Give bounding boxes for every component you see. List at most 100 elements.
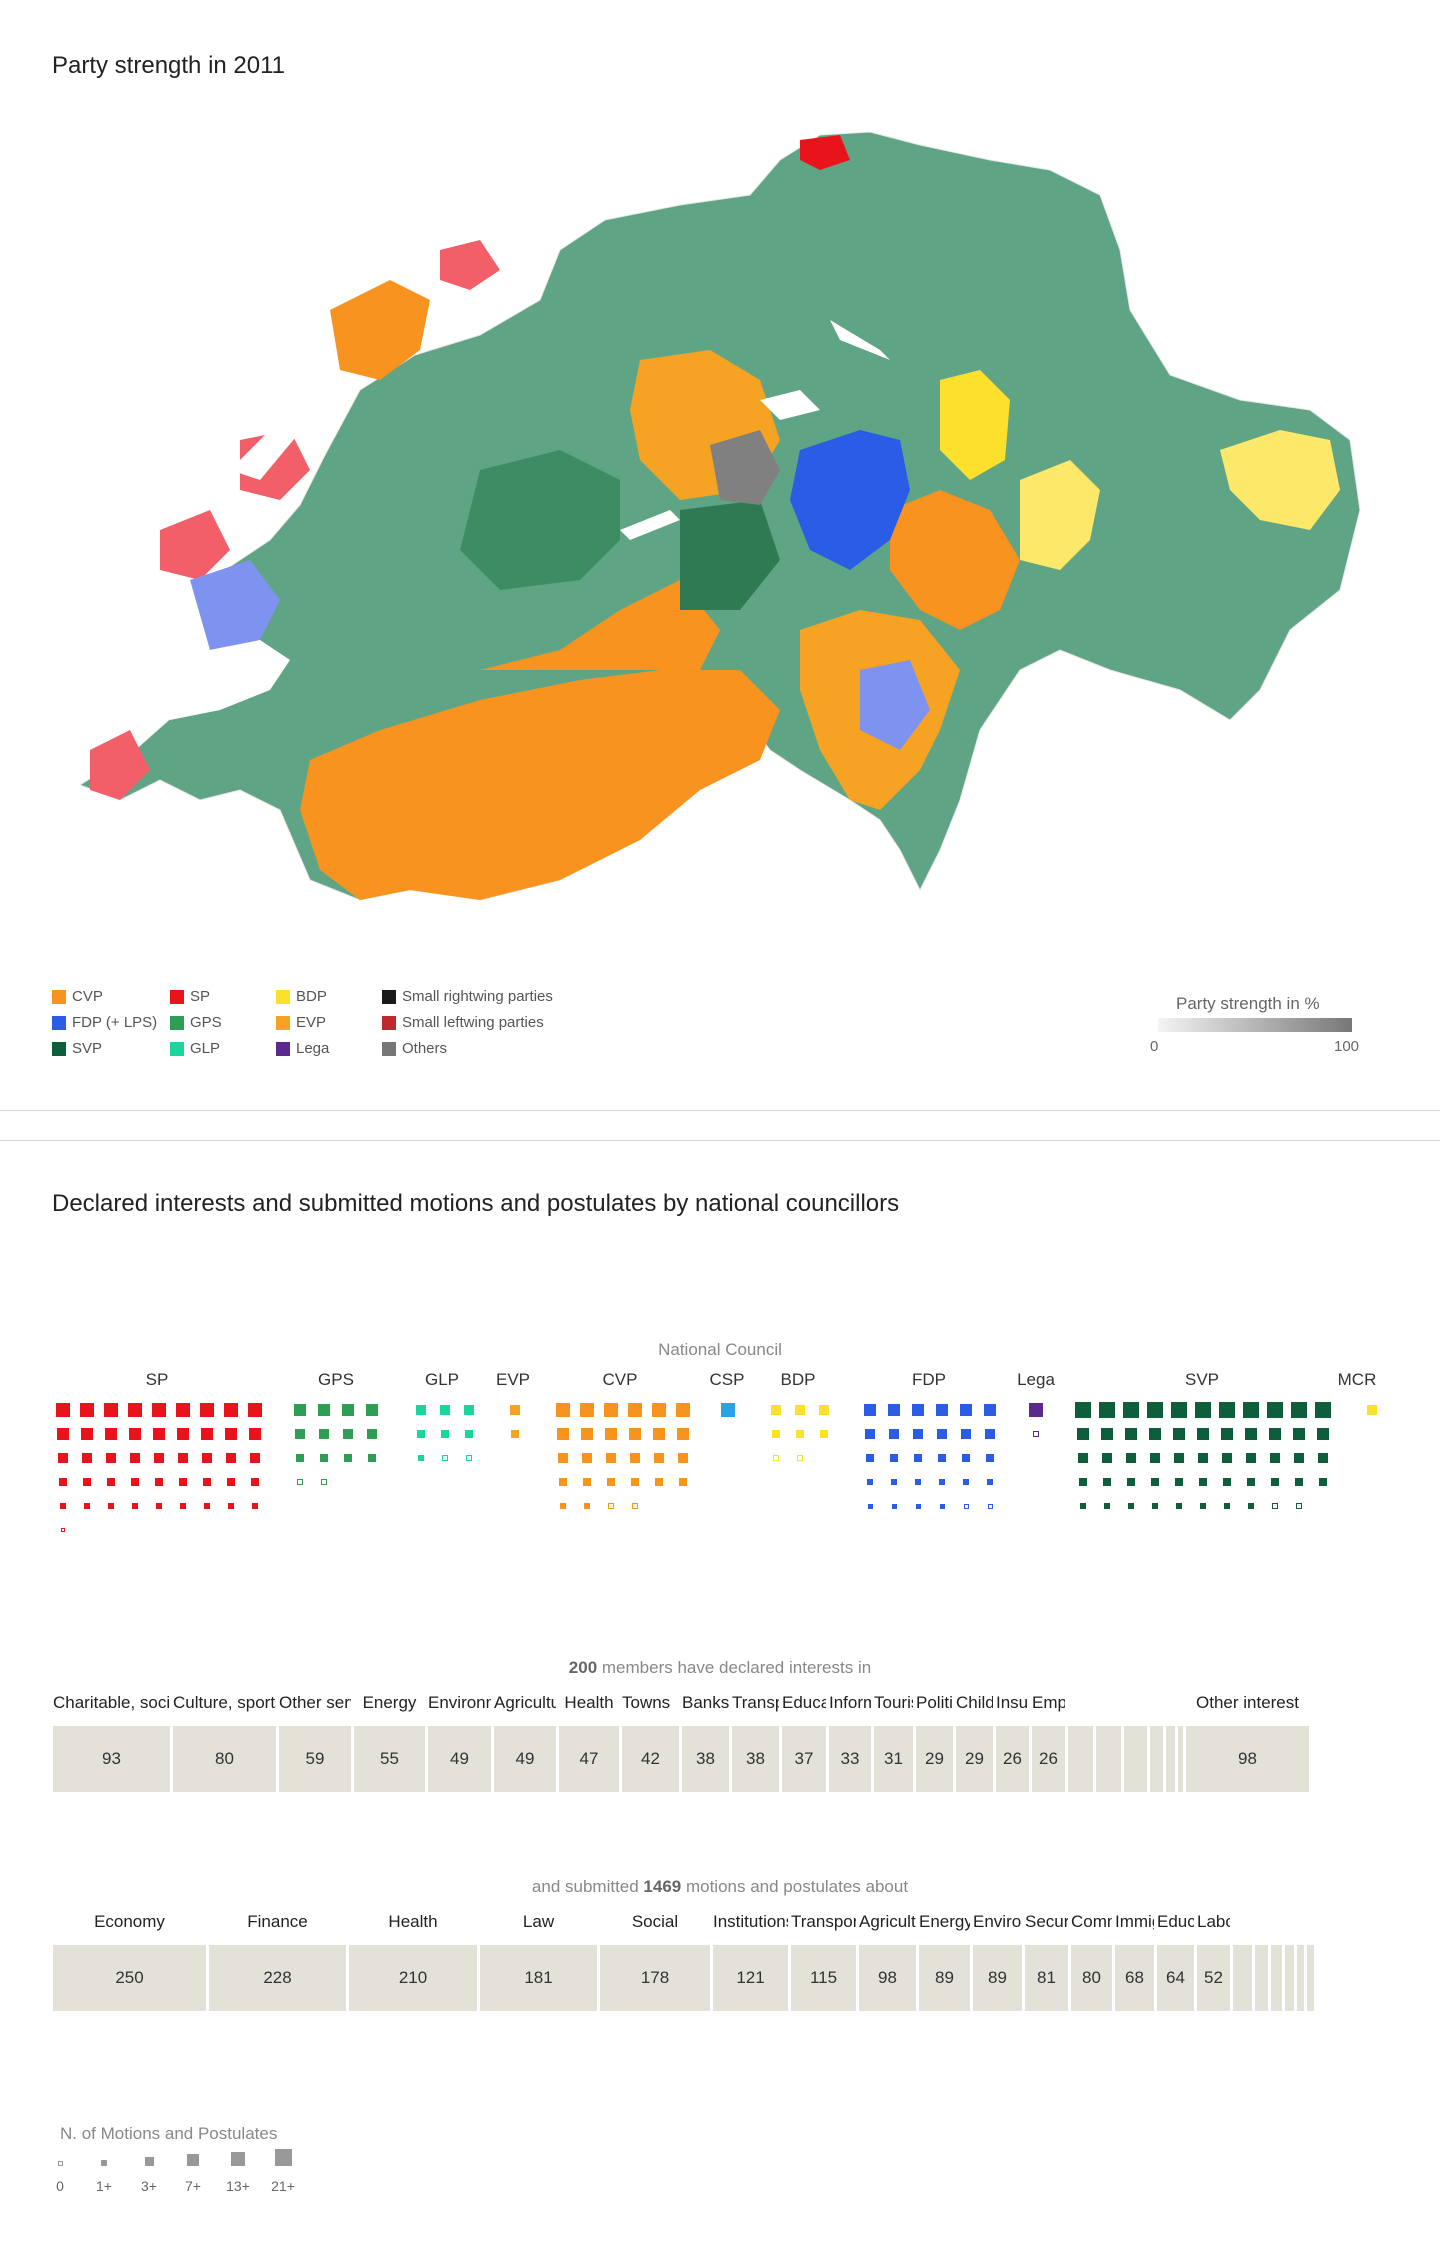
seat-fdp[interactable] [889, 1429, 899, 1439]
seat-sp[interactable] [156, 1503, 162, 1509]
seat-fdp[interactable] [963, 1479, 969, 1485]
bar-cell[interactable]: 26 [1032, 1726, 1065, 1792]
bar-cell[interactable]: 37 [782, 1726, 826, 1792]
seat-fdp[interactable] [891, 1503, 897, 1509]
seat-sp[interactable] [250, 1453, 260, 1463]
seat-sp[interactable] [59, 1478, 67, 1486]
seat-fdp[interactable] [984, 1404, 996, 1416]
bar-cell[interactable]: 52 [1197, 1945, 1230, 2011]
seat-svp[interactable] [1101, 1428, 1113, 1440]
seat-sp[interactable] [130, 1453, 140, 1463]
bar-cell[interactable]: 64 [1157, 1945, 1194, 2011]
seat-sp[interactable] [84, 1503, 90, 1509]
seat-gps[interactable] [321, 1479, 327, 1485]
seat-gps[interactable] [320, 1454, 328, 1462]
seat-cvp[interactable] [653, 1428, 665, 1440]
seat-sp[interactable] [180, 1503, 186, 1509]
bar-cell[interactable] [1150, 1726, 1163, 1792]
seat-cvp[interactable] [606, 1453, 616, 1463]
bar-cell[interactable]: 33 [829, 1726, 871, 1792]
seat-svp[interactable] [1223, 1478, 1231, 1486]
seat-svp[interactable] [1267, 1402, 1283, 1418]
seat-sp[interactable] [155, 1478, 163, 1486]
seat-fdp[interactable] [864, 1404, 876, 1416]
seat-sp[interactable] [106, 1453, 116, 1463]
seat-svp[interactable] [1295, 1478, 1303, 1486]
seat-svp[interactable] [1243, 1402, 1259, 1418]
seat-svp[interactable] [1315, 1402, 1331, 1418]
seat-sp[interactable] [61, 1528, 65, 1532]
seat-sp[interactable] [58, 1453, 68, 1463]
seat-svp[interactable] [1224, 1503, 1230, 1509]
seat-cvp[interactable] [559, 1478, 567, 1486]
bar-cell[interactable] [1307, 1945, 1314, 2011]
seat-svp[interactable] [1171, 1402, 1187, 1418]
seat-sp[interactable] [57, 1428, 69, 1440]
seat-fdp[interactable] [866, 1454, 874, 1462]
bar-cell[interactable]: 55 [354, 1726, 425, 1792]
bar-cell[interactable]: 59 [279, 1726, 351, 1792]
seat-fdp[interactable] [888, 1404, 900, 1416]
seat-cvp[interactable] [604, 1403, 618, 1417]
bar-cell[interactable] [1068, 1726, 1093, 1792]
seat-svp[interactable] [1271, 1478, 1279, 1486]
seat-glp[interactable] [442, 1455, 448, 1461]
seat-sp[interactable] [227, 1478, 235, 1486]
seat-fdp[interactable] [987, 1503, 993, 1509]
seat-evp[interactable] [511, 1430, 519, 1438]
seat-bdp[interactable] [795, 1405, 805, 1415]
seat-sp[interactable] [176, 1403, 190, 1417]
bar-cell[interactable]: 228 [209, 1945, 346, 2011]
seat-bdp[interactable] [773, 1455, 779, 1461]
seat-fdp[interactable] [913, 1429, 923, 1439]
bar-cell[interactable]: 49 [494, 1726, 556, 1792]
seat-sp[interactable] [128, 1403, 142, 1417]
seat-svp[interactable] [1176, 1503, 1182, 1509]
seat-svp[interactable] [1175, 1478, 1183, 1486]
seat-sp[interactable] [108, 1503, 114, 1509]
seat-sp[interactable] [200, 1403, 214, 1417]
bar-cell[interactable]: 80 [1071, 1945, 1112, 2011]
seat-fdp[interactable] [915, 1479, 921, 1485]
seat-cvp[interactable] [629, 1428, 641, 1440]
bar-cell[interactable]: 121 [713, 1945, 788, 2011]
seat-svp[interactable] [1174, 1453, 1184, 1463]
seat-sp[interactable] [107, 1478, 115, 1486]
bar-cell[interactable]: 98 [859, 1945, 916, 2011]
seat-gps[interactable] [294, 1404, 306, 1416]
seat-cvp[interactable] [583, 1478, 591, 1486]
seat-cvp[interactable] [676, 1403, 690, 1417]
bar-cell[interactable]: 38 [682, 1726, 729, 1792]
seat-sp[interactable] [224, 1403, 238, 1417]
seat-gps[interactable] [295, 1429, 305, 1439]
seat-cvp[interactable] [654, 1453, 664, 1463]
seat-gps[interactable] [344, 1454, 352, 1462]
seat-svp[interactable] [1099, 1402, 1115, 1418]
seat-glp[interactable] [416, 1405, 426, 1415]
seat-svp[interactable] [1293, 1428, 1305, 1440]
seat-bdp[interactable] [797, 1455, 803, 1461]
bar-cell[interactable] [1255, 1945, 1268, 2011]
seat-svp[interactable] [1149, 1428, 1161, 1440]
bar-cell[interactable]: 89 [973, 1945, 1022, 2011]
seat-fdp[interactable] [914, 1454, 922, 1462]
seat-bdp[interactable] [771, 1405, 781, 1415]
seat-sp[interactable] [178, 1453, 188, 1463]
seat-bdp[interactable] [772, 1430, 780, 1438]
bar-cell[interactable]: 29 [956, 1726, 993, 1792]
seat-svp[interactable] [1127, 1478, 1135, 1486]
seat-gps[interactable] [366, 1404, 378, 1416]
seat-svp[interactable] [1221, 1428, 1233, 1440]
seat-sp[interactable] [80, 1403, 94, 1417]
bar-cell[interactable] [1166, 1726, 1175, 1792]
seat-cvp[interactable] [607, 1478, 615, 1486]
bar-cell[interactable]: 38 [732, 1726, 779, 1792]
seat-gps[interactable] [318, 1404, 330, 1416]
seat-sp[interactable] [226, 1453, 236, 1463]
seat-cvp[interactable] [582, 1453, 592, 1463]
seat-glp[interactable] [466, 1455, 472, 1461]
bar-cell[interactable]: 89 [919, 1945, 970, 2011]
bar-cell[interactable]: 80 [173, 1726, 276, 1792]
seat-svp[interactable] [1270, 1453, 1280, 1463]
seat-glp[interactable] [441, 1430, 449, 1438]
